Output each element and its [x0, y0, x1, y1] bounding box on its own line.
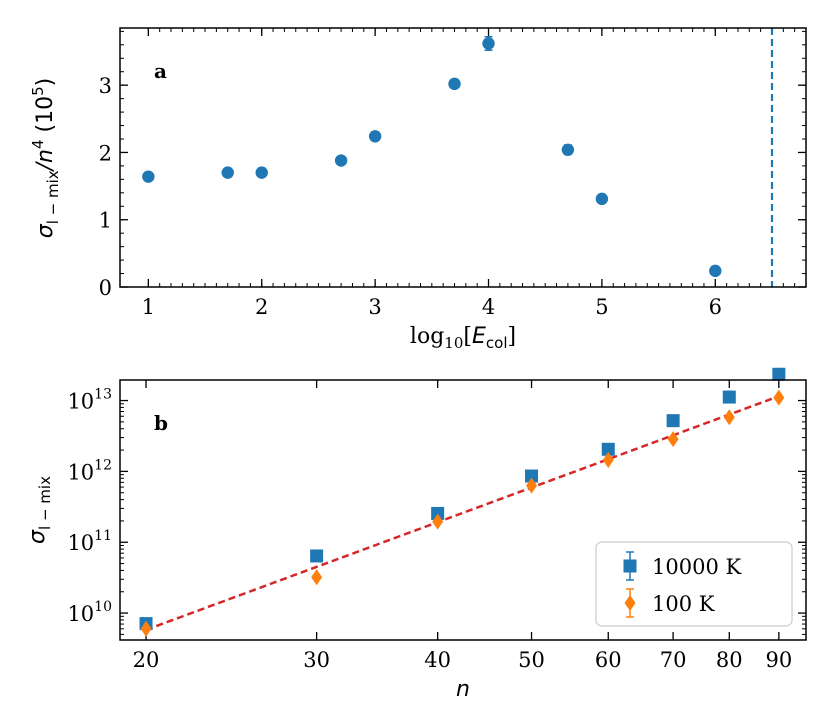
y-tick-label: 1011 — [67, 528, 112, 555]
y-axis-label: σl − mix — [25, 476, 54, 544]
data-point-square — [431, 506, 445, 520]
data-point-diamond — [723, 409, 735, 426]
superscript: 11 — [94, 528, 112, 544]
text-part: ) — [33, 78, 58, 87]
text-part: 10 — [67, 602, 94, 626]
legend-marker-diamond — [624, 595, 636, 611]
data-point-diamond — [667, 431, 679, 448]
text-part: σ — [33, 223, 58, 238]
text-part: [ — [463, 324, 472, 349]
data-point — [334, 154, 348, 167]
superscript: 10 — [94, 599, 112, 615]
text-part: (10 — [33, 96, 58, 140]
text-part: /n — [33, 149, 58, 172]
legend-marker-square — [623, 559, 637, 573]
x-tick-label: 60 — [595, 648, 622, 672]
text-part: ] — [507, 324, 516, 349]
x-axis-label: n — [456, 677, 470, 702]
x-tick-label: 40 — [424, 648, 451, 672]
y-tick-label: 1 — [99, 209, 112, 233]
y-tick-label: 3 — [99, 74, 112, 98]
data-point-square — [525, 469, 539, 483]
data-point — [255, 166, 268, 179]
data-point — [709, 264, 722, 278]
panel-label: b — [154, 411, 168, 435]
y-axis-label: σl − mix/n4 (105) — [29, 78, 62, 239]
subscript: l − mix — [44, 170, 62, 224]
x-tick-label: 6 — [709, 295, 722, 319]
data-point-diamond — [311, 569, 323, 586]
data-point — [448, 77, 461, 91]
superscript: 5 — [29, 86, 47, 96]
superscript: 4 — [29, 139, 47, 149]
subscript: l − mix — [36, 476, 54, 530]
data-point-square — [772, 367, 786, 381]
text-part: 10 — [67, 390, 94, 414]
panel-label: a — [154, 59, 167, 83]
x-tick-label: 3 — [368, 295, 381, 319]
x-tick-label: 20 — [133, 648, 160, 672]
text-part: 10 — [67, 460, 94, 484]
x-tick-label: 80 — [716, 648, 743, 672]
data-point — [561, 143, 575, 156]
data-point-square — [666, 414, 680, 428]
data-point-diamond — [773, 389, 785, 406]
legend-label: 10000 K — [652, 555, 741, 579]
subscript: 10 — [444, 334, 463, 352]
y-tick-label: 2 — [99, 141, 112, 165]
y-tick-label: 1010 — [67, 599, 112, 626]
x-axis-label: log10[Ecol] — [410, 324, 516, 352]
x-tick-label: 2 — [255, 295, 268, 319]
x-tick-label: 50 — [518, 648, 545, 672]
y-tick-label: 1013 — [67, 387, 112, 414]
x-var: E — [472, 324, 486, 349]
data-point — [142, 170, 155, 183]
text-part: 10 — [67, 531, 94, 555]
legend-box — [595, 541, 793, 627]
y-tick-label: 1012 — [67, 457, 112, 484]
x-tick-label: 4 — [482, 295, 495, 319]
text-part: log — [410, 324, 444, 349]
plot-frame — [119, 27, 807, 288]
x-tick-label: 5 — [595, 295, 608, 319]
data-point-diamond — [602, 451, 614, 468]
legend-label: 100 K — [652, 592, 715, 616]
subscript: col — [486, 334, 508, 352]
data-point — [482, 37, 495, 50]
data-point-diamond — [140, 620, 152, 637]
data-point-diamond — [526, 477, 538, 494]
text-part: σ — [25, 529, 50, 544]
x-tick-label: 70 — [660, 648, 687, 672]
data-point-square — [601, 442, 615, 456]
plot-frame — [119, 379, 807, 641]
y-tick-label: 0 — [99, 276, 112, 300]
data-point — [595, 192, 609, 206]
data-point — [221, 166, 234, 179]
legend: 10000 K 100 K — [595, 541, 793, 627]
superscript: 12 — [94, 457, 112, 473]
x-tick-label: 1 — [142, 295, 155, 319]
superscript: 13 — [94, 387, 112, 403]
x-tick-label: 30 — [303, 648, 330, 672]
data-point-square — [722, 390, 736, 404]
x-tick-label: 90 — [765, 648, 792, 672]
data-point — [368, 130, 382, 143]
data-point-square — [310, 549, 324, 563]
data-point-diamond — [432, 513, 444, 530]
